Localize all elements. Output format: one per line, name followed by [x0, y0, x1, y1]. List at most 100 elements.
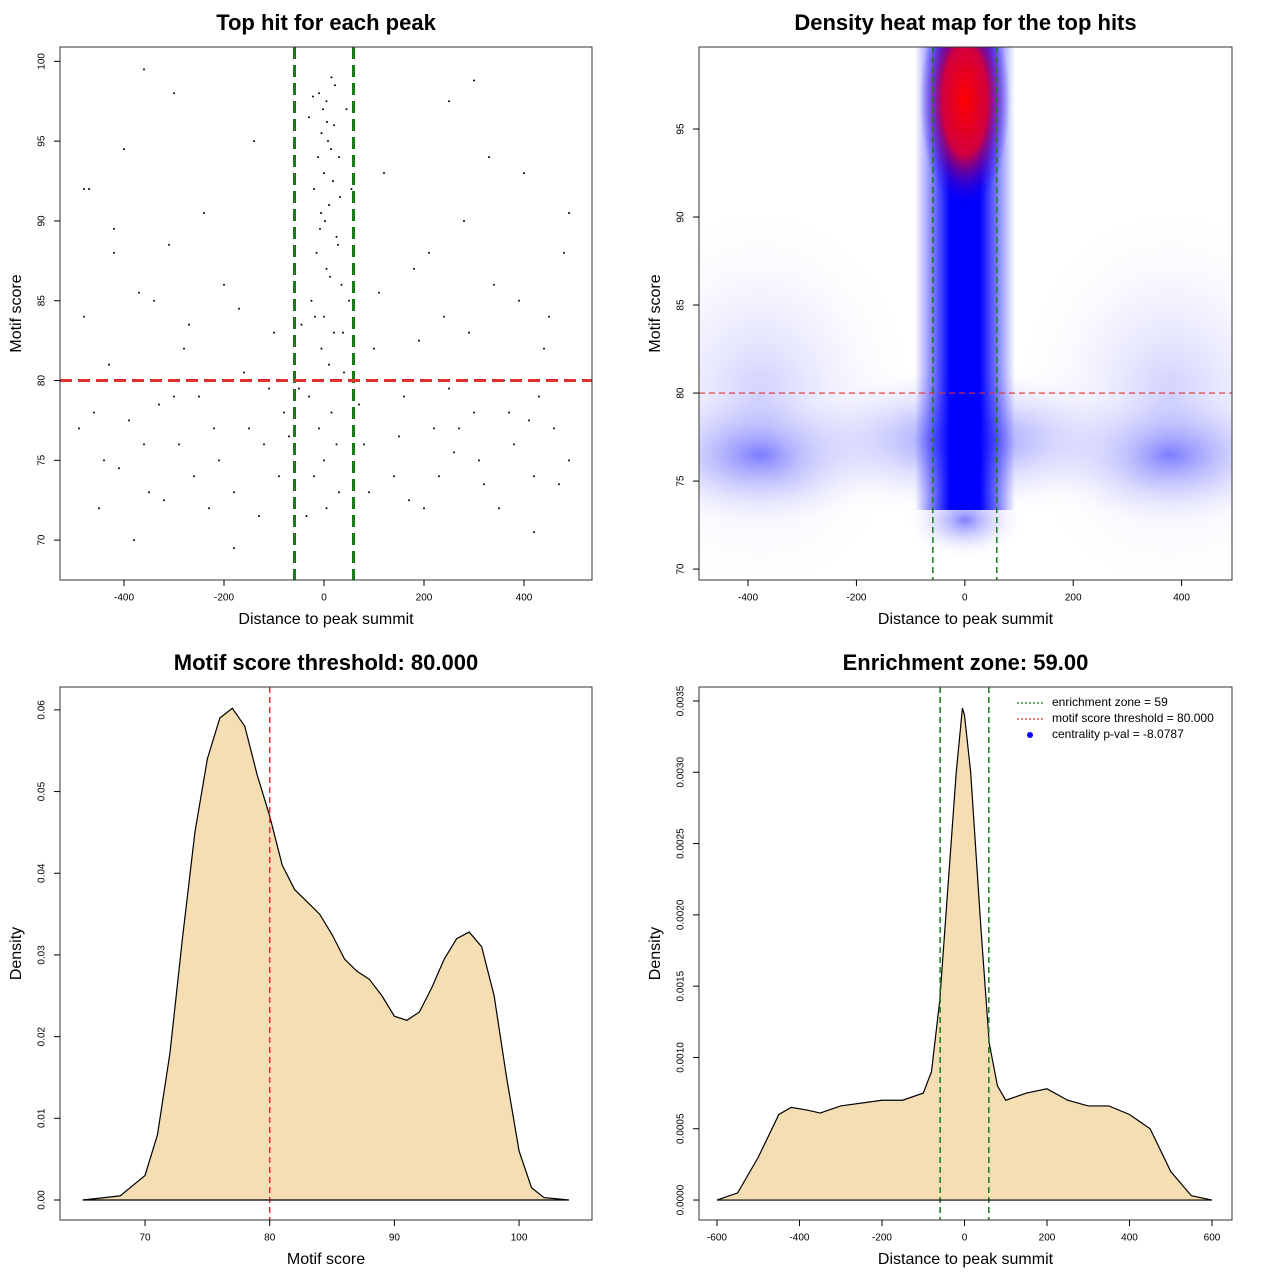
legend-label: motif score threshold = 80.000 [1052, 711, 1214, 725]
point [433, 427, 435, 430]
point [328, 363, 330, 366]
y-tick-label: 75 [37, 454, 48, 466]
point [423, 507, 425, 510]
y-tick-label: 0.0030 [676, 757, 687, 788]
point [513, 443, 515, 446]
point [143, 68, 145, 71]
x-tick-label: -200 [214, 593, 234, 604]
point [103, 459, 105, 462]
x-tick-label: -400 [738, 593, 758, 604]
point [193, 475, 195, 478]
plot-frame [59, 686, 593, 1221]
point [138, 291, 140, 294]
point [320, 347, 323, 350]
point [178, 443, 180, 446]
legend-marker [1027, 732, 1033, 738]
point [413, 267, 415, 270]
point [133, 539, 135, 542]
point [143, 443, 145, 446]
point [153, 299, 155, 302]
point [283, 411, 285, 414]
x-axis-label: Motif score [287, 1251, 365, 1268]
y-axis-label: Density [647, 927, 664, 980]
point [368, 491, 370, 494]
x-tick-label: 80 [264, 1233, 276, 1244]
point [468, 331, 470, 334]
point [313, 188, 315, 191]
y-tick-label: 70 [676, 563, 687, 575]
point [363, 443, 365, 446]
point [233, 547, 235, 550]
chart-title: Density heat map for the top hits [794, 10, 1136, 35]
y-tick-label: 95 [676, 123, 687, 135]
point [568, 211, 570, 214]
legend-label: enrichment zone = 59 [1052, 695, 1168, 709]
point [342, 331, 344, 334]
point [329, 275, 331, 278]
y-tick-label: 0.00 [37, 1190, 48, 1210]
x-tick-label: -600 [707, 1233, 727, 1244]
x-tick-label: 400 [1121, 1233, 1138, 1244]
x-tick-label: 200 [416, 593, 433, 604]
x-tick-label: 600 [1204, 1233, 1221, 1244]
point [453, 451, 455, 454]
point [313, 475, 315, 478]
point [322, 108, 324, 111]
point [483, 483, 485, 486]
point [340, 283, 343, 286]
point [473, 411, 475, 414]
point [308, 116, 310, 119]
point [333, 124, 335, 127]
x-tick-label: -400 [789, 1233, 809, 1244]
point [288, 435, 290, 438]
y-tick-label: 85 [37, 295, 48, 307]
point [268, 387, 270, 390]
point [473, 79, 475, 82]
point [558, 483, 560, 486]
heatmap-density [699, 47, 1232, 580]
point [78, 427, 80, 430]
point [428, 251, 430, 254]
y-tick-label: 85 [676, 299, 687, 311]
point [173, 395, 175, 398]
point [523, 172, 525, 175]
chart-title: Enrichment zone: 59.00 [843, 650, 1089, 675]
x-tick-label: 90 [389, 1233, 401, 1244]
point [314, 315, 316, 318]
point [443, 315, 445, 318]
point [323, 315, 325, 318]
point [498, 507, 500, 510]
density-area [82, 707, 569, 1201]
point [553, 427, 555, 430]
point [318, 427, 320, 430]
point [338, 156, 340, 159]
y-tick-label: 80 [676, 387, 687, 399]
point [518, 299, 520, 302]
y-tick-label: 70 [37, 534, 48, 546]
point [168, 243, 170, 246]
y-tick-label: 100 [37, 53, 48, 70]
point [305, 515, 308, 518]
point [323, 172, 325, 175]
point [148, 491, 150, 494]
x-tick-label: 200 [1039, 1233, 1056, 1244]
point [393, 475, 395, 478]
x-tick-label: 0 [321, 593, 327, 604]
y-tick-label: 80 [37, 375, 48, 387]
point [320, 132, 323, 135]
point [568, 459, 570, 462]
point [339, 196, 341, 199]
point [478, 459, 480, 462]
point [273, 331, 275, 334]
point [330, 76, 333, 79]
point [163, 499, 165, 502]
y-tick-label: 0.04 [37, 863, 48, 883]
point [258, 515, 260, 518]
x-tick-label: 0 [962, 1233, 968, 1244]
point [408, 499, 410, 502]
point [223, 283, 225, 286]
point [358, 403, 360, 406]
point [88, 188, 90, 191]
point [278, 475, 280, 478]
point [312, 95, 314, 98]
